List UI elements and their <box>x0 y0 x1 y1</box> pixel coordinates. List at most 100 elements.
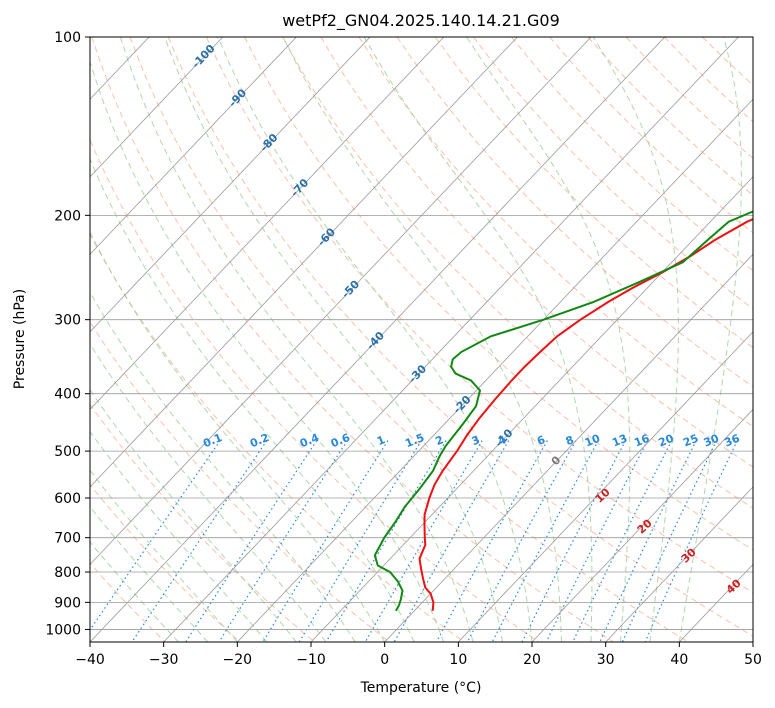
dry-adiabat <box>358 37 753 428</box>
mixing-ratio-label: 25 <box>681 432 700 450</box>
dry-adiabat <box>702 37 753 86</box>
mixing-ratio-line <box>466 440 577 642</box>
x-tick-label: 0 <box>380 652 389 668</box>
mixing-ratio-label: 6 <box>535 433 547 448</box>
mixing-ratio-label: 10 <box>583 432 602 450</box>
dry-adiabat <box>663 37 753 123</box>
dry-adiabat <box>244 37 753 551</box>
x-axis-ticks: −40 −30 −20 −10 0 10 20 30 40 50 <box>75 642 762 668</box>
isotherm <box>531 408 753 642</box>
isotherm <box>752 641 753 642</box>
dry-adiabat <box>90 483 241 642</box>
dry-adiabat <box>129 37 690 642</box>
dry-adiabat <box>511 37 753 272</box>
y-tick-label: 400 <box>54 387 81 403</box>
temperature-line <box>418 218 753 611</box>
mixing-ratio-line <box>572 440 673 642</box>
mixing-ratio-label: 30 <box>702 432 721 450</box>
mixing-ratio-line <box>298 440 422 642</box>
isotherm <box>0 37 2 642</box>
y-tick-label: 600 <box>54 491 81 507</box>
mixing-ratio-line <box>545 440 649 642</box>
isotherm <box>237 98 753 642</box>
x-tick-label: 50 <box>744 652 762 668</box>
x-tick-label: −30 <box>149 652 179 668</box>
mixing-ratio-line <box>218 440 348 642</box>
mixing-ratio-label: 1 <box>375 433 387 448</box>
moist-adiabat <box>90 469 238 642</box>
mixing-ratio-line <box>599 440 697 642</box>
background-lines <box>0 37 753 642</box>
x-tick-label: −10 <box>296 652 326 668</box>
dewpoint-line <box>373 210 753 612</box>
x-tick-label: 20 <box>523 652 541 668</box>
y-tick-label: 700 <box>54 531 81 547</box>
y-tick-label: 1000 <box>45 622 81 638</box>
mixing-ratio-line <box>131 440 268 642</box>
y-tick-label: 300 <box>54 313 81 329</box>
profile-lines <box>373 210 753 612</box>
x-tick-label: 40 <box>670 652 688 668</box>
dry-adiabat <box>549 37 753 234</box>
dry-adiabat <box>473 37 753 310</box>
moist-adiabat <box>90 342 327 642</box>
isotherm <box>90 37 371 333</box>
x-tick-label: 30 <box>597 652 615 668</box>
moist-adiabat <box>90 157 415 642</box>
y-axis-ticks: 100 200 300 400 500 600 700 800 900 1000 <box>45 30 90 638</box>
chart-title: wetPf2_GN04.2025.140.14.21.G09 <box>282 11 560 31</box>
isotherm <box>163 37 739 642</box>
moist-adiabat <box>90 291 356 642</box>
mixing-ratio-line <box>393 440 510 642</box>
moist-adiabat <box>119 37 474 642</box>
x-tick-label: −40 <box>75 652 105 668</box>
isotherm <box>310 176 753 642</box>
moist-adiabat <box>90 388 297 642</box>
y-tick-label: 800 <box>54 565 81 581</box>
moist-adiabat <box>363 37 593 642</box>
mixing-ratio-line <box>325 440 447 642</box>
moist-adiabat <box>90 60 445 642</box>
moist-adiabat <box>90 231 386 642</box>
mixing-ratio-label: 3 <box>470 433 482 448</box>
mixing-ratio-label: 8 <box>564 433 576 448</box>
isotherm <box>384 253 753 642</box>
y-tick-label: 100 <box>54 30 81 46</box>
y-tick-label: 200 <box>54 208 81 224</box>
plot-frame <box>89 36 754 643</box>
isotherm <box>90 37 297 255</box>
dry-adiabat-label: 10 <box>593 485 613 505</box>
dry-adiabat <box>282 37 753 509</box>
mixing-ratio-line <box>491 440 599 642</box>
dry-adiabat <box>90 233 465 642</box>
mixing-ratio-label: 1.5 <box>403 431 426 450</box>
mixing-ratio-line <box>435 440 548 642</box>
mixing-ratio-line <box>262 440 389 642</box>
isotherm <box>90 37 666 642</box>
x-tick-label: 10 <box>449 652 467 668</box>
x-tick-label: −20 <box>223 652 253 668</box>
dry-adiabat <box>90 320 391 642</box>
dry-adiabat <box>587 37 753 197</box>
dry-adiabat <box>91 37 615 642</box>
mixing-ratio-line <box>644 440 738 642</box>
mixing-ratio-label: 13 <box>610 432 629 450</box>
mixing-ratio-line <box>621 440 718 642</box>
moist-adiabat <box>90 430 268 642</box>
dry-adiabat <box>320 37 753 468</box>
isotherm <box>90 37 445 410</box>
mixing-ratio-label: 20 <box>657 432 676 450</box>
line-labels: -100-90-80-70-60-50-40-30-20-10010203040… <box>189 42 744 597</box>
dry-adiabat <box>396 37 753 388</box>
isotherm <box>90 37 224 178</box>
y-tick-label: 900 <box>54 595 81 611</box>
isotherm <box>458 331 753 642</box>
mixing-ratio-label: 0.4 <box>298 431 321 450</box>
moist-adiabat <box>592 37 679 642</box>
dry-adiabat-label: 40 <box>724 576 744 596</box>
dry-adiabat <box>90 138 540 642</box>
mixing-ratio-label: 36 <box>723 432 742 450</box>
isotherm <box>90 37 592 566</box>
